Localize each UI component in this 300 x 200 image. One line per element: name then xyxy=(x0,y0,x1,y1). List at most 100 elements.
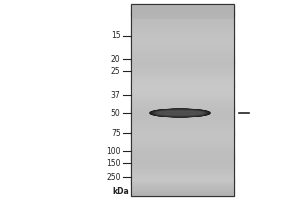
Ellipse shape xyxy=(153,110,207,116)
Bar xyxy=(130,85,234,87)
Bar xyxy=(130,26,234,27)
Ellipse shape xyxy=(156,111,204,115)
Ellipse shape xyxy=(159,111,201,115)
Bar xyxy=(130,182,234,184)
Bar xyxy=(130,153,234,154)
Bar xyxy=(130,188,234,189)
Bar xyxy=(130,168,234,169)
Bar xyxy=(130,171,234,172)
Bar xyxy=(130,72,234,73)
Bar xyxy=(130,179,234,180)
Bar xyxy=(130,189,234,190)
Text: 37: 37 xyxy=(111,90,121,99)
Bar xyxy=(130,13,234,15)
Bar xyxy=(130,22,234,23)
Bar xyxy=(130,118,234,119)
Bar xyxy=(130,155,234,156)
Bar xyxy=(130,73,234,74)
Bar xyxy=(130,45,234,46)
Bar xyxy=(130,113,234,114)
Bar xyxy=(130,115,234,116)
Text: 250: 250 xyxy=(106,172,121,182)
Bar xyxy=(130,49,234,50)
Bar xyxy=(130,27,234,28)
Bar xyxy=(130,14,234,16)
Bar xyxy=(130,191,234,192)
Bar xyxy=(130,25,234,26)
Bar xyxy=(130,143,234,144)
Bar xyxy=(130,89,234,90)
Bar xyxy=(130,67,234,68)
Bar xyxy=(130,173,234,174)
Ellipse shape xyxy=(156,111,204,115)
Bar xyxy=(130,97,234,98)
Ellipse shape xyxy=(158,111,202,115)
Bar xyxy=(130,81,234,82)
Bar xyxy=(130,21,234,22)
Bar xyxy=(130,43,234,44)
Bar xyxy=(130,125,234,126)
Bar xyxy=(130,44,234,45)
Ellipse shape xyxy=(153,110,207,116)
Bar xyxy=(130,114,234,115)
Bar xyxy=(130,130,234,131)
Bar xyxy=(130,148,234,149)
Bar xyxy=(130,195,234,196)
Bar xyxy=(130,42,234,43)
Bar xyxy=(130,142,234,143)
Ellipse shape xyxy=(154,110,206,116)
Bar xyxy=(130,176,234,177)
Bar xyxy=(130,116,234,117)
Bar xyxy=(130,59,234,61)
Bar xyxy=(130,46,234,47)
Ellipse shape xyxy=(157,111,203,115)
Bar xyxy=(130,69,234,70)
Bar xyxy=(130,149,234,150)
Ellipse shape xyxy=(151,109,209,117)
Bar xyxy=(130,83,234,84)
Bar xyxy=(130,87,234,88)
Bar xyxy=(130,138,234,139)
Bar xyxy=(130,162,234,163)
Ellipse shape xyxy=(154,110,206,116)
Bar xyxy=(130,28,234,29)
Text: kDa: kDa xyxy=(112,188,129,196)
Bar xyxy=(130,174,234,175)
Ellipse shape xyxy=(155,110,205,116)
Ellipse shape xyxy=(155,110,205,116)
Bar xyxy=(130,165,234,166)
Bar xyxy=(130,83,234,85)
Bar xyxy=(130,95,234,96)
Ellipse shape xyxy=(157,111,203,115)
Bar xyxy=(130,119,234,120)
Ellipse shape xyxy=(154,110,206,116)
Ellipse shape xyxy=(155,110,205,116)
Bar xyxy=(130,111,234,112)
Bar xyxy=(130,94,234,95)
Bar xyxy=(130,112,234,113)
Ellipse shape xyxy=(153,110,207,116)
Bar xyxy=(130,11,234,13)
Ellipse shape xyxy=(151,110,209,116)
Ellipse shape xyxy=(150,109,210,117)
Bar xyxy=(130,66,234,67)
Bar xyxy=(130,39,234,40)
Bar xyxy=(130,163,234,164)
Bar xyxy=(130,20,234,21)
Bar xyxy=(130,88,234,89)
Bar xyxy=(130,47,234,48)
Bar xyxy=(130,161,234,162)
Bar xyxy=(130,98,234,99)
Bar xyxy=(130,59,234,60)
Bar xyxy=(130,90,234,91)
Text: 20: 20 xyxy=(111,54,121,64)
Bar xyxy=(130,40,234,41)
Bar xyxy=(130,157,234,159)
Bar xyxy=(130,160,234,161)
Bar xyxy=(130,107,234,109)
Bar xyxy=(130,166,234,167)
Bar xyxy=(130,92,234,93)
Bar xyxy=(130,50,234,51)
Bar xyxy=(130,156,234,158)
Bar xyxy=(130,23,234,24)
